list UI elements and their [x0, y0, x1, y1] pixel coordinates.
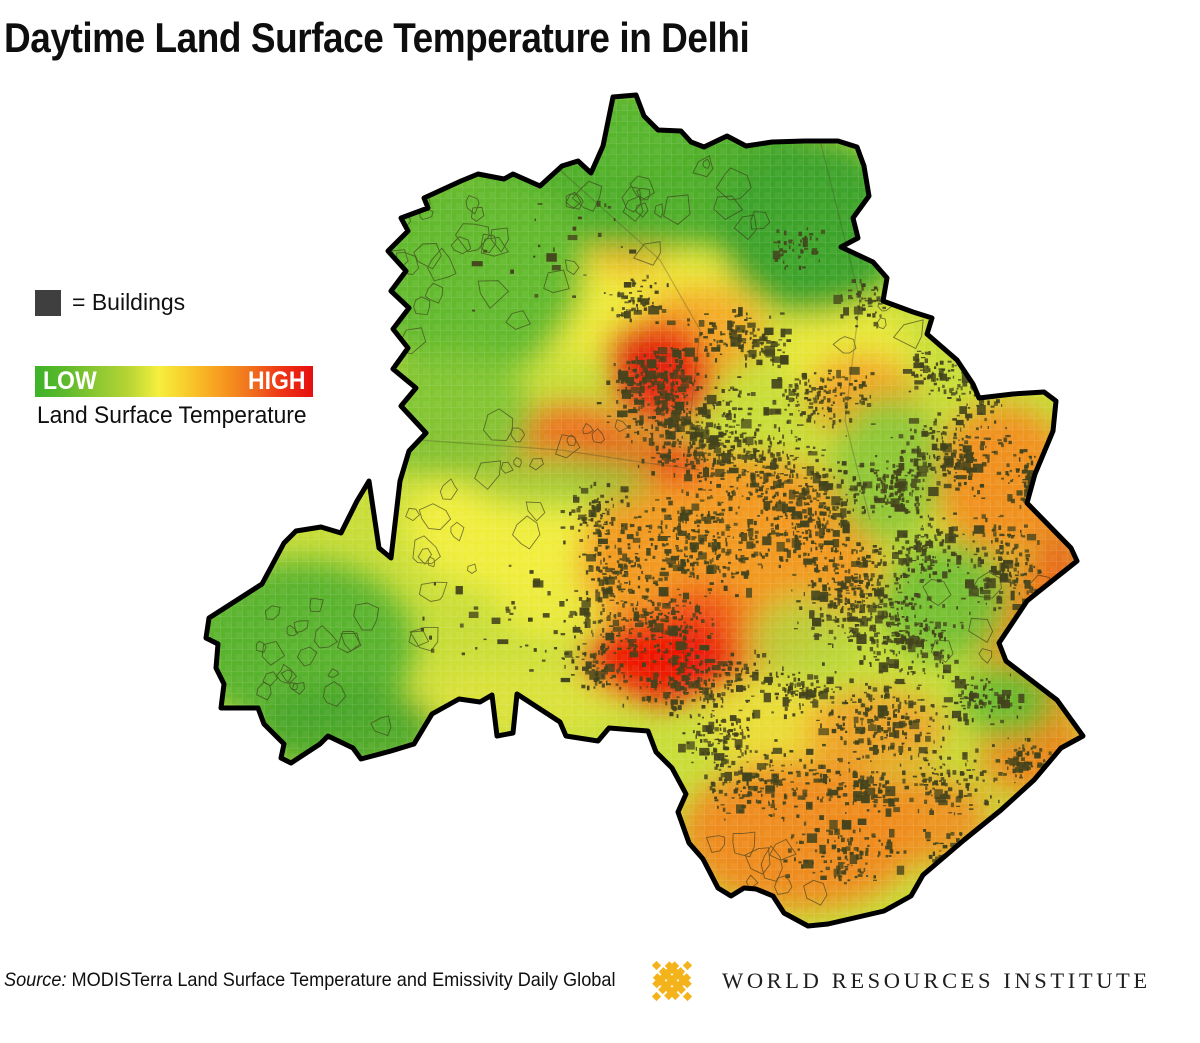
gradient-low-label: LOW: [43, 367, 97, 395]
page-title: Daytime Land Surface Temperature in Delh…: [4, 14, 750, 61]
wri-woven-icon: [651, 960, 693, 1002]
source-prefix: Source:: [4, 969, 67, 991]
buildings-legend-row: = Buildings: [35, 289, 185, 316]
buildings-legend-label: = Buildings: [72, 289, 186, 315]
gradient-caption: Land Surface Temperature: [37, 402, 307, 429]
temperature-gradient-bar: LOW HIGH: [35, 366, 313, 397]
source-attribution: Source: MODISTerra Land Surface Temperat…: [4, 969, 615, 992]
parcel-outlines: [255, 139, 1051, 917]
wri-logo: WORLD RESOURCES INSTITUTE: [644, 953, 1151, 1009]
delhi-boundary: [203, 92, 1086, 929]
buildings-swatch-icon: [35, 289, 61, 316]
source-text: MODISTerra Land Surface Temperature and …: [71, 969, 616, 991]
wri-org-name: WORLD RESOURCES INSTITUTE: [722, 968, 1151, 993]
gradient-high-label: HIGH: [247, 367, 306, 395]
